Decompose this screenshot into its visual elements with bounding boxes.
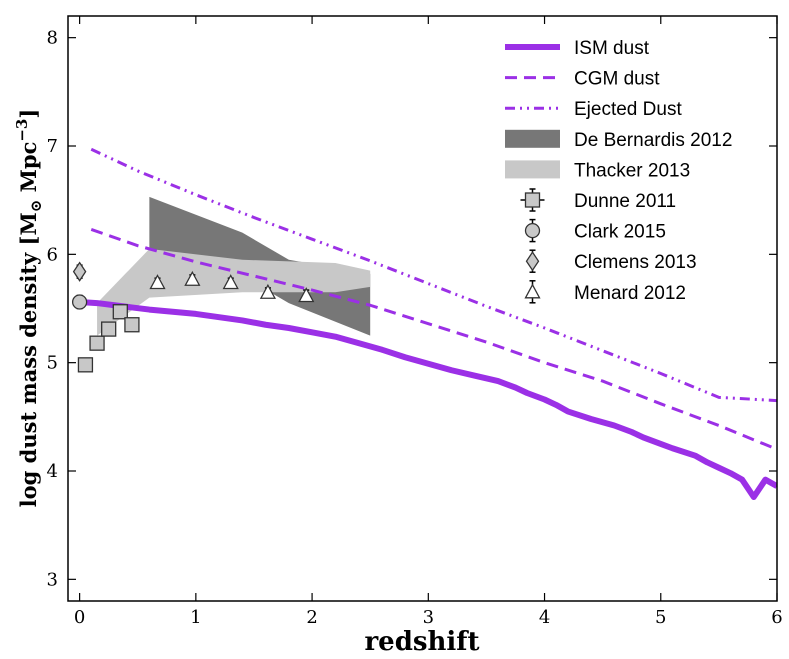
point-menard-2012 bbox=[184, 270, 201, 286]
x-axis-label: redshift bbox=[364, 627, 479, 657]
legend-marker bbox=[524, 222, 541, 239]
y-axis-label: log dust mass density [M⊙ Mpc−3] bbox=[13, 109, 45, 508]
point-menard-2012 bbox=[259, 283, 277, 299]
legend-marker bbox=[525, 251, 540, 272]
plot-frame bbox=[67, 15, 778, 602]
y-tick-label: 5 bbox=[47, 353, 58, 374]
series-cgm-dust bbox=[90, 228, 777, 451]
point-dunne-2011 bbox=[124, 317, 140, 333]
point-menard-2012 bbox=[222, 274, 239, 290]
point-dunne-2011 bbox=[101, 321, 117, 337]
legend: ISM dust CGM dust Ejected Dust De Bernardis… bbox=[505, 38, 732, 304]
x-tick-label: 3 bbox=[423, 607, 434, 628]
x-tick-label: 2 bbox=[306, 607, 317, 628]
legend-label: Clemens 2013 bbox=[574, 252, 697, 273]
legend-marker bbox=[524, 283, 541, 299]
series-ism-dust bbox=[79, 299, 777, 500]
legend-label: Clark 2015 bbox=[574, 222, 666, 243]
point-dunne-2011 bbox=[89, 335, 105, 351]
series-ejected-dust bbox=[90, 147, 777, 403]
x-tick-label: 6 bbox=[771, 607, 782, 628]
legend-swatch bbox=[505, 129, 560, 148]
legend-label: ISM dust bbox=[574, 38, 650, 59]
point-menard-2012 bbox=[298, 287, 315, 303]
y-tick-label: 4 bbox=[47, 461, 58, 482]
x-tick-label: 5 bbox=[655, 607, 666, 628]
y-tick-label: 7 bbox=[47, 136, 58, 157]
legend-label: Thacker 2013 bbox=[574, 160, 690, 181]
x-tick-label: 4 bbox=[539, 607, 550, 628]
legend-swatch bbox=[505, 160, 560, 179]
point-dunne-2011 bbox=[112, 304, 128, 320]
y-tick-label: 6 bbox=[47, 244, 58, 265]
y-tick-label: 3 bbox=[47, 569, 58, 590]
band-thacker-2013 bbox=[97, 248, 371, 336]
y-tick-label: 8 bbox=[47, 28, 58, 49]
legend-label: De Bernardis 2012 bbox=[574, 130, 732, 151]
legend-label: Menard 2012 bbox=[574, 283, 686, 304]
point-menard-2012 bbox=[149, 274, 166, 290]
legend-label: Dunne 2011 bbox=[574, 191, 676, 212]
x-tick-label: 0 bbox=[74, 607, 85, 628]
legend-label: Ejected Dust bbox=[574, 99, 682, 120]
point-dunne-2011 bbox=[77, 357, 94, 373]
point-clemens-2013 bbox=[72, 261, 87, 282]
x-tick-label: 1 bbox=[190, 607, 201, 628]
legend-marker bbox=[524, 192, 541, 208]
legend-label: CGM dust bbox=[574, 69, 660, 90]
point-clark-2015 bbox=[71, 294, 88, 310]
